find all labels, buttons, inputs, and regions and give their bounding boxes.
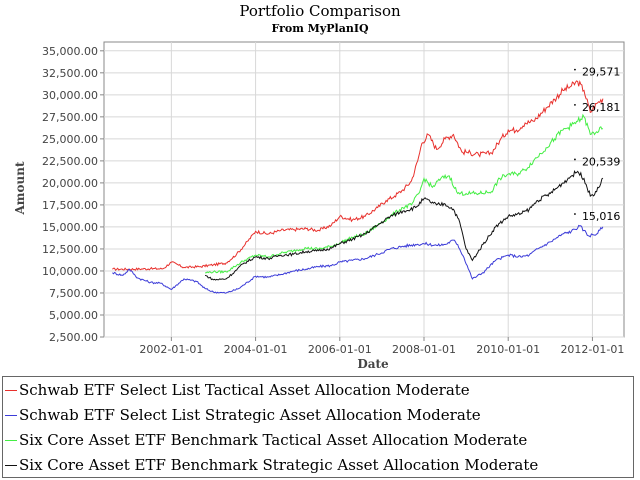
chart-legend: Schwab ETF Select List Tactical Asset Al…: [2, 376, 634, 478]
y-tick-label: 20,000.00: [42, 177, 98, 190]
y-tick-label: 22,500.00: [42, 155, 98, 168]
legend-swatch-blue: [5, 414, 17, 416]
y-axis-ticks: 2,500.00 5,000.00 7,500.00 10,000.00 12,500.…: [42, 45, 104, 344]
y-tick-label: 27,500.00: [42, 111, 98, 124]
y-tick-label: 25,000.00: [42, 133, 98, 146]
chart-title: Portfolio Comparison: [239, 2, 401, 20]
legend-label: Schwab ETF Select List Tactical Asset Al…: [19, 381, 470, 399]
legend-label: Schwab ETF Select List Strategic Asset A…: [19, 406, 481, 424]
series-line-3: [204, 169, 604, 281]
end-label-0: 29,571: [582, 66, 621, 79]
chart-canvas: Portfolio Comparison From MyPlanIQ 2,500…: [13, 2, 625, 371]
x-axis-ticks: 2002-01-01 2004-01-01 2006-01-01 2008-01-01…: [139, 337, 624, 356]
legend-swatch-green: [5, 439, 17, 441]
y-tick-label: 30,000.00: [42, 89, 98, 102]
end-label-1: 15,016: [582, 210, 621, 223]
plot-area: [103, 41, 625, 338]
series-line-1: [112, 224, 604, 294]
y-tick-label: 2,500.00: [49, 331, 98, 344]
end-labels: 29,571 15,016 26,181 20,539: [574, 66, 620, 223]
end-label-2: 26,181: [582, 101, 621, 114]
x-axis-label: Date: [357, 357, 389, 371]
end-label-dot: [574, 68, 576, 71]
x-tick-label: 2010-01-01: [476, 343, 540, 356]
legend-swatch-black: [5, 464, 17, 466]
series-line-0: [112, 80, 604, 271]
legend-item-sixcore-tactical: Six Core Asset ETF Benchmark Tactical As…: [5, 428, 527, 452]
legend-item-schwab-strategic: Schwab ETF Select List Strategic Asset A…: [5, 403, 481, 427]
end-label-dot: [574, 213, 576, 215]
end-label-dot: [574, 158, 576, 161]
y-tick-label: 35,000.00: [42, 45, 98, 58]
y-tick-label: 17,500.00: [42, 199, 98, 212]
end-label-dot: [574, 103, 576, 106]
y-tick-label: 32,500.00: [42, 67, 98, 80]
legend-item-schwab-tactical: Schwab ETF Select List Tactical Asset Al…: [5, 378, 470, 402]
x-tick-label: 2004-01-01: [224, 343, 288, 356]
chart-subtitle: From MyPlanIQ: [271, 22, 369, 35]
x-tick-label: 2008-01-01: [392, 343, 456, 356]
y-tick-label: 15,000.00: [42, 221, 98, 234]
x-tick-label: 2002-01-01: [139, 343, 203, 356]
y-tick-label: 10,000.00: [42, 265, 98, 278]
x-tick-label: 2012-01-01: [560, 343, 624, 356]
y-tick-label: 12,500.00: [42, 243, 98, 256]
y-tick-label: 5,000.00: [49, 309, 98, 322]
x-tick-label: 2006-01-01: [308, 343, 372, 356]
legend-swatch-red: [5, 389, 17, 391]
legend-label: Six Core Asset ETF Benchmark Strategic A…: [19, 456, 539, 474]
y-axis-label: Amount: [13, 161, 27, 215]
legend-label: Six Core Asset ETF Benchmark Tactical As…: [19, 431, 528, 449]
gridlines: [104, 42, 624, 338]
legend-item-sixcore-strategic: Six Core Asset ETF Benchmark Strategic A…: [5, 453, 538, 477]
series-lines: [112, 80, 604, 294]
y-tick-label: 7,500.00: [49, 287, 98, 300]
series-line-2: [205, 113, 604, 274]
end-label-3: 20,539: [582, 155, 621, 168]
